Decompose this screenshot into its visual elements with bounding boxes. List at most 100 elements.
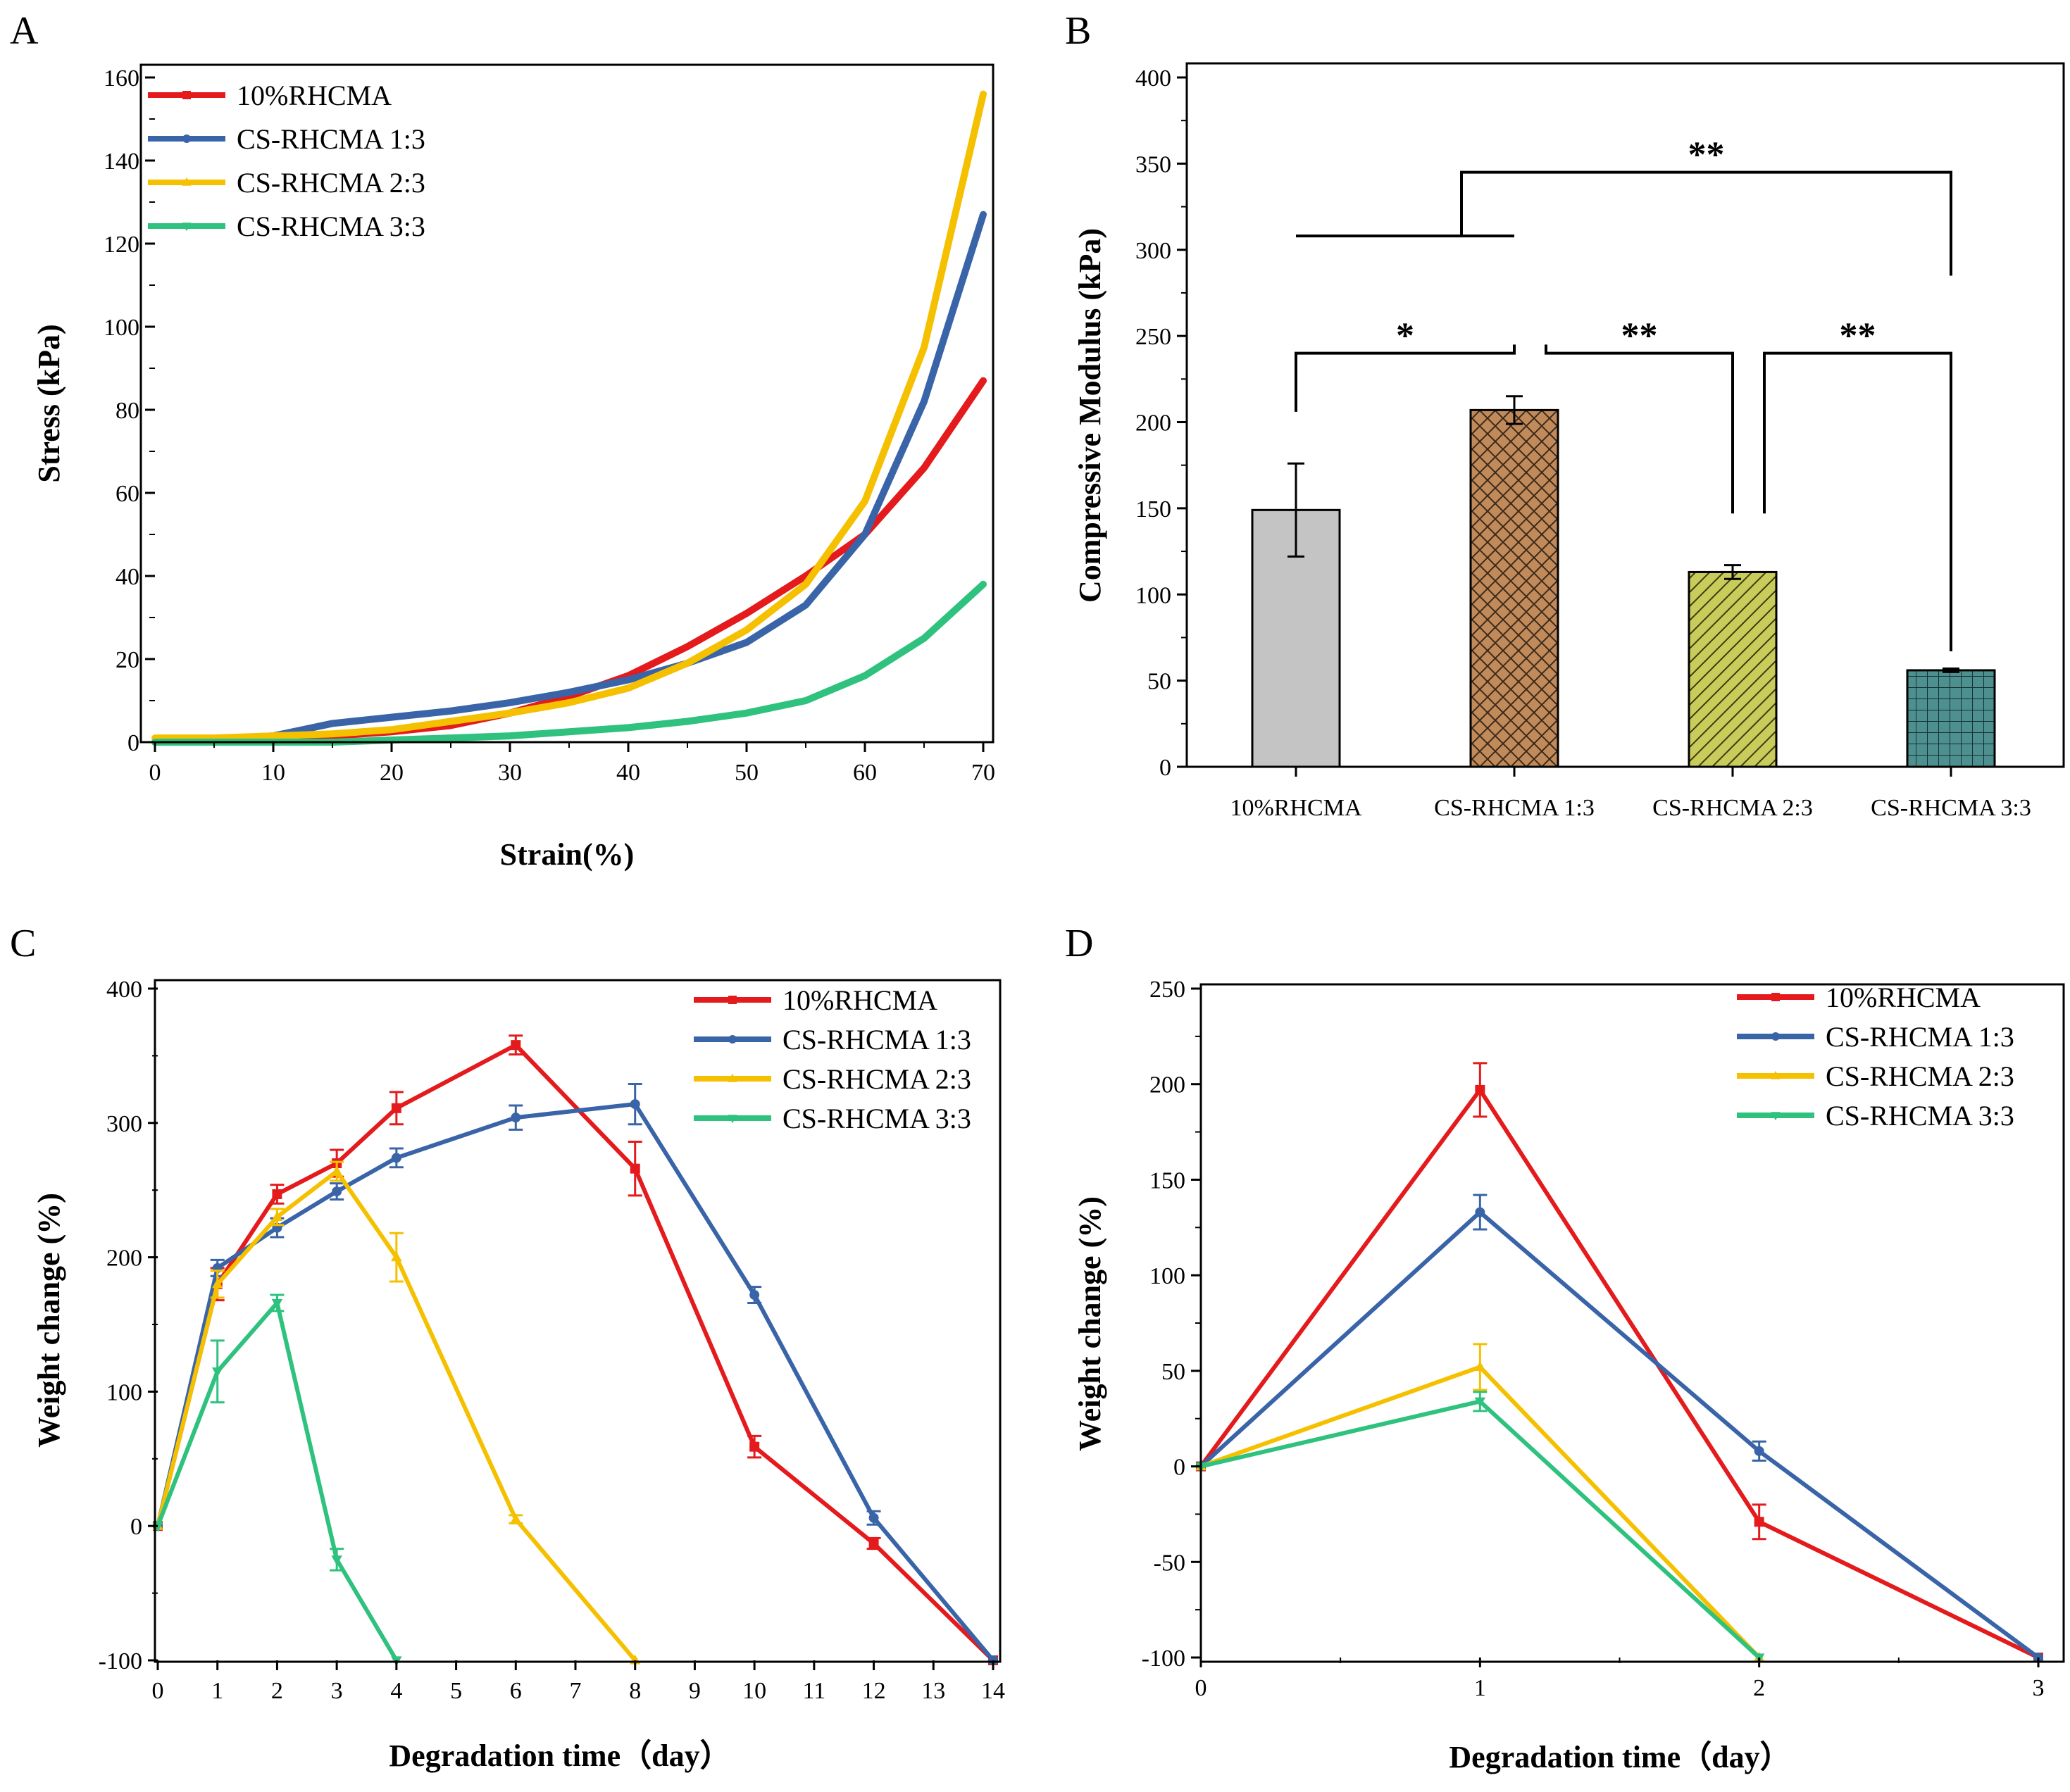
x-tick-label: 11 — [802, 1678, 825, 1704]
x-tick-label: 6 — [510, 1678, 522, 1704]
series-line — [1199, 1087, 2040, 1660]
data-point — [1474, 1361, 1486, 1372]
legend-item-cs-rhcma-1-3: CS-RHCMA 1:3 — [1737, 1021, 2014, 1053]
legend-marker — [728, 1073, 737, 1082]
bracket-line — [1763, 351, 1952, 652]
series-line — [1199, 1399, 1762, 1660]
data-point — [868, 1539, 879, 1549]
bracket-line — [1295, 344, 1516, 412]
significance-label: * — [1396, 316, 1414, 356]
x-tick-label: 40 — [616, 760, 640, 786]
legend-item-cs-rhcma-3-3: CS-RHCMA 3:3 — [1737, 1100, 2014, 1132]
y-tick-label: 150 — [1149, 1167, 1185, 1193]
series-line — [156, 1043, 995, 1662]
y-tick-label: 300 — [106, 1111, 142, 1137]
legend-item-cs-rhcma-3-3: CS-RHCMA 3:3 — [694, 1103, 971, 1134]
x-tick-label: 70 — [971, 760, 995, 786]
y-tick-label: 200 — [1149, 1072, 1185, 1098]
y-tick-label: 400 — [106, 977, 142, 1003]
panel-b: B 10%RHCMA CS-RHCMA 1:3 CS-RHCMA 2:3 CS-RHC… — [1065, 9, 2065, 821]
legend-label: CS-RHCMA 3:3 — [237, 211, 425, 242]
legend-marker — [182, 91, 191, 99]
x-tick-label: 3 — [2033, 1675, 2045, 1701]
significance-label: ** — [1688, 135, 1725, 175]
legend-marker — [1771, 1032, 1780, 1041]
significance-label: ** — [1621, 316, 1658, 356]
legend-item-cs-rhcma-2-3: CS-RHCMA 2:3 — [148, 167, 425, 199]
x-tick-label: 30 — [498, 760, 522, 786]
bar-rect — [1469, 408, 1559, 768]
panel-d: D -100 -50 0 50 100 150 200 250 0 1 2 3 10%RHCMA CS-… — [1065, 922, 2065, 1774]
data-point — [272, 1189, 282, 1199]
y-tick-label: 100 — [1135, 582, 1171, 608]
legend-item-cs-rhcma-1-3: CS-RHCMA 1:3 — [148, 123, 425, 155]
significance-bracket: ** — [1545, 316, 1734, 514]
panel-c-frame — [154, 979, 1002, 1663]
y-tick-label: 100 — [1149, 1263, 1185, 1289]
data-point — [271, 1210, 283, 1221]
bar-rect — [1906, 669, 1996, 768]
series-line — [156, 1102, 995, 1662]
x-tick-label: 4 — [390, 1678, 402, 1704]
y-tick-label: 60 — [116, 481, 139, 507]
x-tick-label: 13 — [921, 1678, 945, 1704]
y-tick-label: 300 — [1135, 238, 1171, 264]
panel-a-x-title: Strain(%) — [500, 837, 635, 872]
data-point — [1754, 1517, 1764, 1527]
bar-10-rhcma: 10%RHCMA — [1230, 462, 1362, 821]
panel-c-x-title: Degradation time（day） — [389, 1738, 730, 1773]
panel-c-letter: C — [10, 922, 36, 965]
error-bar — [1724, 564, 1741, 580]
y-tick-label: 0 — [130, 1514, 142, 1540]
panel-d-x-title: Degradation time（day） — [1449, 1740, 1790, 1774]
series-10-rhcma — [151, 377, 987, 746]
y-tick-label: 50 — [1161, 1359, 1185, 1385]
data-point — [511, 1113, 521, 1123]
panel-a-y-title: Stress (kPa) — [32, 324, 66, 482]
data-point — [1475, 1084, 1485, 1095]
panel-a: A 0 20 40 60 80 100 120 140 160 0 10 20 30 40 50 60 70 1… — [10, 9, 995, 872]
panel-d-y-title: Weight change (%) — [1073, 1196, 1107, 1451]
legend-marker — [182, 177, 192, 186]
legend-label: CS-RHCMA 3:3 — [783, 1103, 971, 1134]
legend-label: CS-RHCMA 1:3 — [237, 123, 425, 155]
panel-a-letter: A — [10, 9, 39, 53]
y-tick-label: 200 — [1135, 411, 1171, 437]
y-tick-label: -50 — [1154, 1550, 1185, 1576]
legend-label: CS-RHCMA 2:3 — [237, 167, 425, 199]
bar-cs-rhcma-3-3: CS-RHCMA 3:3 — [1871, 667, 2031, 821]
bar-cs-rhcma-1-3: CS-RHCMA 1:3 — [1434, 395, 1595, 821]
x-tick-label: 0 — [152, 1678, 164, 1704]
data-point — [391, 1251, 402, 1262]
y-tick-label: 200 — [106, 1246, 142, 1272]
y-tick-label: 100 — [106, 1379, 142, 1405]
legend-label: CS-RHCMA 3:3 — [1826, 1100, 2014, 1132]
legend-item-cs-rhcma-2-3: CS-RHCMA 2:3 — [694, 1063, 971, 1095]
legend-label: CS-RHCMA 2:3 — [783, 1063, 971, 1095]
panel-b-y-title: Compressive Modulus (kPa) — [1073, 228, 1107, 603]
data-point — [630, 1099, 640, 1110]
error-bar — [1506, 395, 1523, 425]
legend-marker — [728, 1115, 737, 1124]
y-tick-label: 0 — [127, 730, 139, 756]
y-tick-label: 160 — [104, 65, 139, 92]
series-10-rhcma — [1196, 1062, 2043, 1662]
x-tick-label: 3 — [331, 1678, 343, 1704]
y-tick-label: 80 — [116, 398, 139, 424]
legend-item-cs-rhcma-2-3: CS-RHCMA 2:3 — [1737, 1060, 2014, 1092]
legend-item-10-rhcma: 10%RHCMA — [694, 984, 937, 1016]
significance-bracket: * — [1295, 316, 1516, 412]
category-label: 10%RHCMA — [1230, 795, 1361, 821]
series-line — [151, 580, 987, 746]
x-tick-label: 10 — [742, 1678, 766, 1704]
bar-cs-rhcma-2-3: CS-RHCMA 2:3 — [1652, 564, 1813, 821]
error-bar — [1943, 667, 1959, 673]
x-tick-label: 9 — [689, 1678, 701, 1704]
bracket-line — [1296, 170, 1952, 276]
series-cs-rhcma-1-3 — [153, 1082, 998, 1665]
series-line — [151, 377, 987, 746]
legend-item-10-rhcma: 10%RHCMA — [1737, 982, 1981, 1013]
series-cs-rhcma-3-3 — [1195, 1391, 1765, 1664]
series-cs-rhcma-3-3 — [152, 1293, 402, 1667]
